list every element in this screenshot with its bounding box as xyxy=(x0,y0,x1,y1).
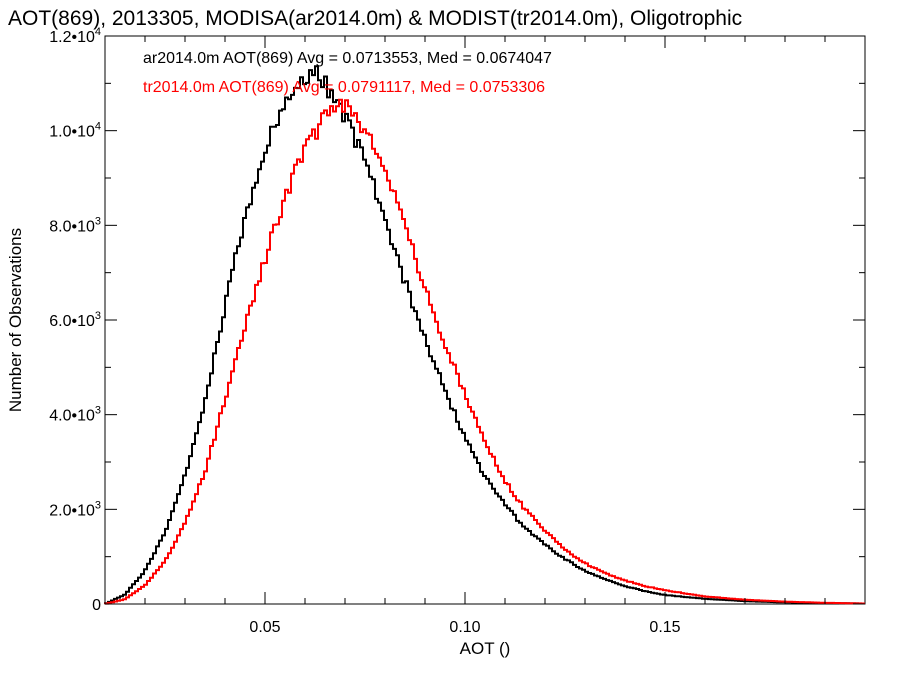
chart-title: AOT(869), 2013305, MODISA(ar2014.0m) & M… xyxy=(8,7,742,30)
y-tick-label: 4.0•103 xyxy=(49,405,101,425)
y-tick-label: 6.0•103 xyxy=(49,310,101,330)
legend-entry-tr2014: tr2014.0m AOT(869) Avg = 0.0791117, Med … xyxy=(143,79,545,96)
x-axis-label: AOT () xyxy=(460,639,511,658)
legend-entry-ar2014: ar2014.0m AOT(869) Avg = 0.0713553, Med … xyxy=(143,50,552,67)
x-tick-label: 0.10 xyxy=(449,619,480,636)
x-tick-label: 0.15 xyxy=(649,619,680,636)
y-tick-label: 2.0•103 xyxy=(49,499,101,519)
series-line-tr2014.0m xyxy=(104,98,865,605)
y-axis-label: Number of Observations xyxy=(6,228,25,412)
plot-area-frame xyxy=(104,35,866,605)
series-line-ar2014.0m xyxy=(104,65,865,605)
tick-layer: 0.05 0.10 0.15 0 2.0•103 4.0•103 6.0•103 8.0•10… xyxy=(49,26,865,636)
y-tick-label: 1.0•104 xyxy=(49,121,101,141)
y-tick-label: 1.2•104 xyxy=(49,26,101,46)
series-layer xyxy=(104,65,865,605)
y-tick-label: 8.0•103 xyxy=(49,215,101,235)
x-tick-label: 0.05 xyxy=(249,619,280,636)
y-tick-label: 0 xyxy=(92,597,101,614)
